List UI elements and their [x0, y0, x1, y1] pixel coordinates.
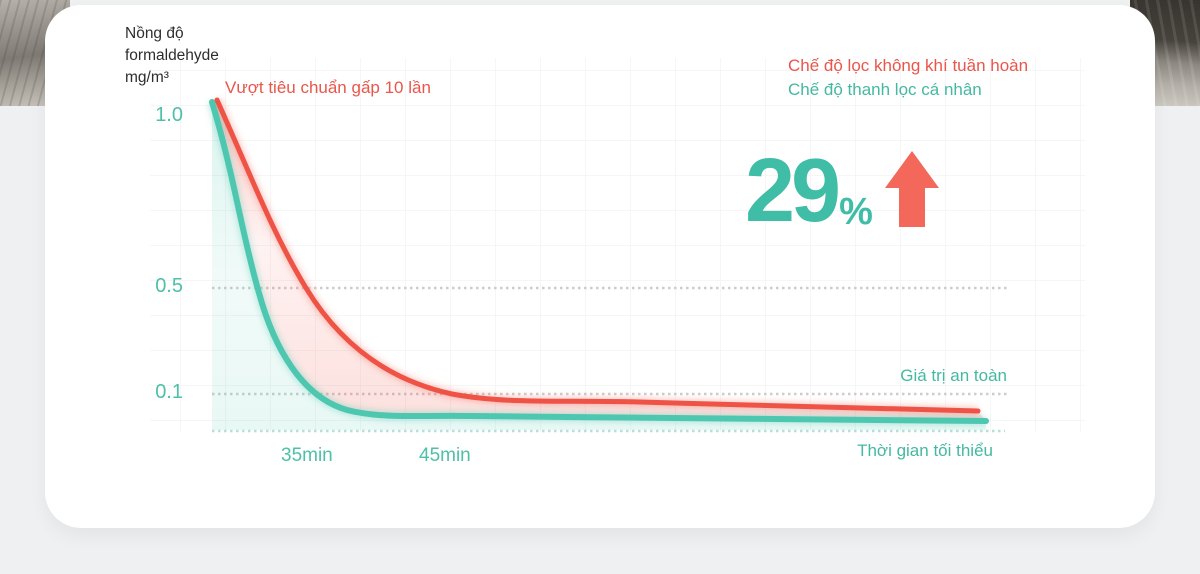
- stat-percent-sign: %: [839, 191, 873, 233]
- y-tick-1-0: 1.0: [155, 104, 183, 126]
- y-axis-title-line3: mg/m³: [125, 69, 169, 86]
- series-line-circulating-mode: [214, 97, 981, 414]
- improvement-stat: 29 %: [745, 141, 939, 241]
- legend-item-personal-mode: Chế độ thanh lọc cá nhân: [788, 80, 982, 99]
- teal-area-fill: [212, 102, 986, 430]
- legend: Chế độ lọc không khí tuần hoàn Chế độ th…: [788, 54, 1028, 102]
- y-axis-title: Nồng độ formaldehyde mg/m³: [125, 23, 219, 89]
- safe-value-annotation: Giá trị an toàn: [900, 366, 1007, 385]
- series-line-personal-mode: [209, 99, 989, 424]
- y-tick-0-5: 0.5: [155, 275, 183, 297]
- x-tick-35min: 35min: [281, 445, 333, 466]
- y-tick-0-1: 0.1: [155, 381, 183, 403]
- y-axis-title-line2: formaldehyde: [125, 47, 219, 64]
- legend-item-circulating-mode: Chế độ lọc không khí tuần hoàn: [788, 56, 1029, 75]
- formaldehyde-line-chart: [150, 58, 1085, 433]
- chart-card: Nồng độ formaldehyde mg/m³ Vượt tiêu chu…: [45, 5, 1155, 528]
- stat-value: 29: [745, 141, 841, 241]
- exceed-standard-annotation: Vượt tiêu chuẩn gấp 10 lần: [225, 78, 431, 97]
- up-arrow-icon: [884, 151, 939, 227]
- min-time-annotation: Thời gian tối thiểu: [857, 441, 993, 460]
- x-tick-45min: 45min: [419, 445, 471, 466]
- y-axis-title-line1: Nồng độ: [125, 25, 184, 42]
